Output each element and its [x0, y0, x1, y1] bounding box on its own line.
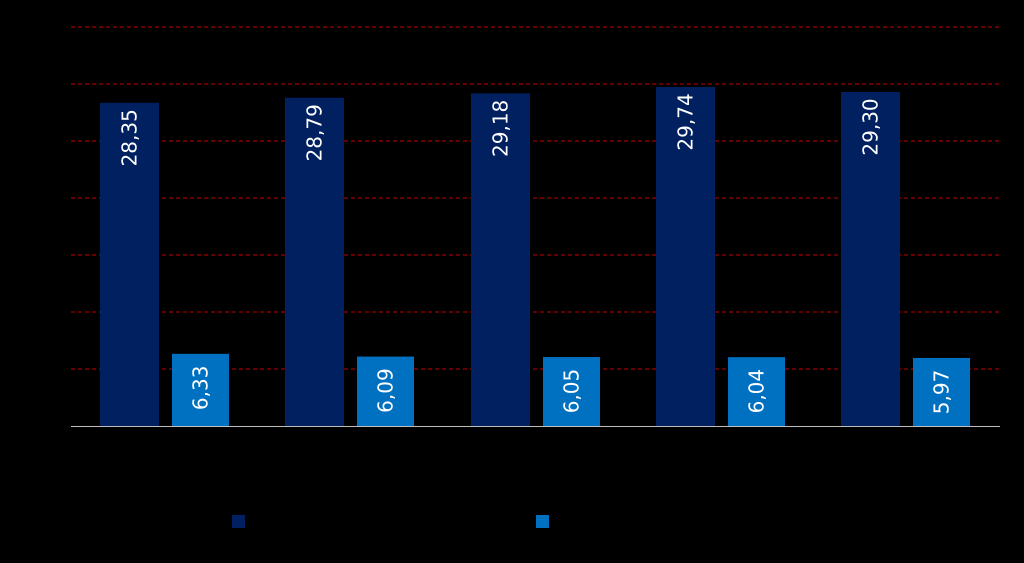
data-label-series2-1: 6,33 [189, 366, 213, 411]
legend-swatch-series2 [536, 515, 549, 528]
bar-series2-5 [913, 357, 970, 426]
bar-series1-4 [656, 86, 715, 427]
data-label-series2-2: 6,09 [374, 368, 398, 413]
data-label-series1-3: 29,18 [489, 100, 513, 157]
bar-series1-5 [841, 91, 900, 426]
legend-swatch-series1 [232, 515, 245, 528]
data-label-series1-1: 28,35 [118, 109, 142, 166]
data-label-series1-4: 29,74 [674, 93, 698, 150]
legend [232, 515, 549, 528]
data-label-series2-5: 5,97 [930, 370, 954, 415]
bars [100, 86, 970, 427]
data-label-series2-4: 6,04 [745, 369, 769, 414]
data-label-series2-3: 6,05 [560, 369, 584, 414]
data-label-series1-5: 29,30 [859, 98, 883, 155]
bar-series2-4 [728, 357, 785, 426]
bar-series1-1 [100, 102, 159, 426]
data-labels: 28,35 28,79 29,18 29,74 29,30 6,33 6,09 6,05 6,0… [118, 93, 954, 414]
data-label-series1-2: 28,79 [303, 104, 327, 161]
gridlines [71, 26, 1000, 370]
bar-series2-3 [543, 357, 600, 426]
bar-series2-2 [357, 356, 414, 426]
bar-series1-3 [471, 93, 530, 427]
bar-series1-2 [285, 97, 344, 426]
bar-series2-1 [172, 353, 229, 426]
